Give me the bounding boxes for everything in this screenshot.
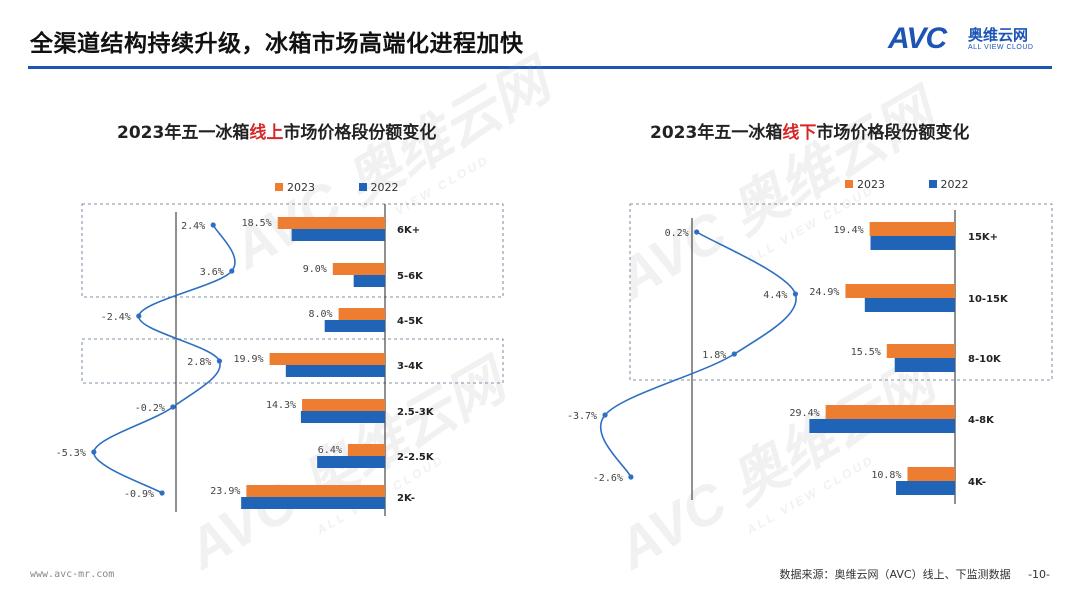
logo-avc-text: AVC: [888, 22, 947, 55]
chart-title-online: 2023年五一冰箱线上市场价格段份额变化: [117, 123, 437, 143]
change-label: -2.6%: [593, 473, 623, 484]
bar-2022: [864, 298, 955, 312]
bar-2023: [277, 217, 385, 229]
bar-2022: [809, 419, 955, 433]
value-label: 23.9%: [210, 486, 240, 497]
category-label: 3-4K: [397, 361, 424, 372]
change-point: [216, 358, 222, 364]
change-label: 0.2%: [665, 228, 689, 239]
bar-2023: [269, 353, 385, 365]
category-label: 2.5-3K: [397, 407, 435, 418]
category-label: 4K-: [968, 477, 986, 488]
value-label: 8.0%: [309, 309, 333, 320]
change-label: 1.8%: [702, 350, 726, 361]
bar-2022: [241, 497, 385, 509]
bar-2022: [896, 481, 955, 495]
change-label: -0.2%: [135, 403, 165, 414]
page-number: -10-: [1028, 568, 1050, 581]
bar-2022: [285, 365, 385, 377]
value-label: 19.4%: [834, 225, 864, 236]
bar-2023: [338, 308, 385, 320]
legend-item-2022: 2022: [928, 178, 969, 191]
change-line: [93, 224, 236, 494]
bar-2023: [347, 444, 385, 456]
bar-2022: [353, 275, 385, 287]
change-label: 2.8%: [187, 357, 211, 368]
highlight-box: [629, 203, 1053, 381]
change-point: [210, 222, 216, 228]
category-label: 10-15K: [968, 294, 1009, 305]
category-label: 6K+: [397, 225, 420, 236]
bar-2023: [845, 284, 955, 298]
change-point: [792, 291, 799, 297]
bar-2023: [302, 399, 385, 411]
bar-2022: [300, 411, 385, 423]
change-label: 2.4%: [181, 221, 205, 232]
legend-item-2022: 2022: [358, 181, 399, 194]
change-point: [170, 404, 176, 410]
value-label: 14.3%: [266, 400, 296, 411]
value-label: 9.0%: [303, 264, 327, 275]
brand-logo: AVC 奥维云网 ALL VIEW CLOUD: [888, 22, 1058, 58]
logo-cn-text: 奥维云网: [968, 26, 1029, 44]
legend-item-2023: 2023: [845, 178, 885, 191]
footer-source: 数据来源：奥维云网（AVC）线上、下监测数据 -10-: [780, 566, 1050, 582]
category-label: 4-8K: [968, 415, 995, 426]
category-label: 2-2.5K: [397, 452, 435, 463]
legend-item-2023: 2023: [275, 181, 315, 194]
bar-2023: [246, 485, 385, 497]
legend-offline: 2023 2022: [845, 178, 1009, 191]
bar-2023: [907, 467, 955, 481]
bar-2023: [869, 222, 955, 236]
footer-website: www.avc-mr.com: [30, 569, 115, 580]
bar-2023: [886, 344, 955, 358]
value-label: 6.4%: [318, 445, 342, 456]
bar-2022: [870, 236, 955, 250]
category-label: 8-10K: [968, 354, 1002, 365]
category-label: 2K-: [397, 493, 415, 504]
bar-2023: [825, 405, 955, 419]
change-point: [602, 412, 608, 418]
category-label: 5-6K: [397, 271, 424, 282]
category-label: 15K+: [968, 232, 998, 243]
change-label: 3.6%: [200, 267, 224, 278]
change-point: [91, 449, 97, 455]
source-note: 数据来源：奥维云网（AVC）线上、下监测数据: [779, 568, 1011, 581]
change-point: [694, 229, 700, 235]
category-label: 4-5K: [397, 316, 424, 327]
highlight-box: [81, 203, 504, 298]
change-label: -5.3%: [56, 448, 86, 459]
logo-en-text: ALL VIEW CLOUD: [968, 44, 1034, 51]
value-label: 18.5%: [242, 218, 272, 229]
change-label: -3.7%: [567, 411, 597, 422]
value-label: 10.8%: [871, 470, 901, 481]
change-label: -2.4%: [101, 312, 131, 323]
title-divider: [28, 66, 1052, 69]
bar-2022: [894, 358, 955, 372]
highlight-box: [81, 338, 504, 384]
chart-title-offline: 2023年五一冰箱线下市场价格段份额变化: [650, 123, 970, 143]
bar-2023: [332, 263, 385, 275]
change-label: -0.9%: [124, 489, 154, 500]
value-label: 19.9%: [233, 354, 263, 365]
page-title: 全渠道结构持续升级，冰箱市场高端化进程加快: [30, 31, 524, 57]
bar-2022: [317, 456, 385, 468]
change-point: [136, 313, 142, 319]
change-point: [229, 268, 235, 274]
change-label: 4.4%: [763, 290, 787, 301]
value-label: 29.4%: [790, 408, 820, 419]
legend-online: 2023 2022: [275, 181, 439, 194]
change-point: [731, 351, 737, 357]
bar-2022: [324, 320, 385, 332]
value-label: 15.5%: [851, 347, 881, 358]
change-point: [159, 490, 165, 496]
bar-2022: [291, 229, 385, 241]
change-point: [628, 474, 634, 480]
value-label: 24.9%: [809, 287, 839, 298]
